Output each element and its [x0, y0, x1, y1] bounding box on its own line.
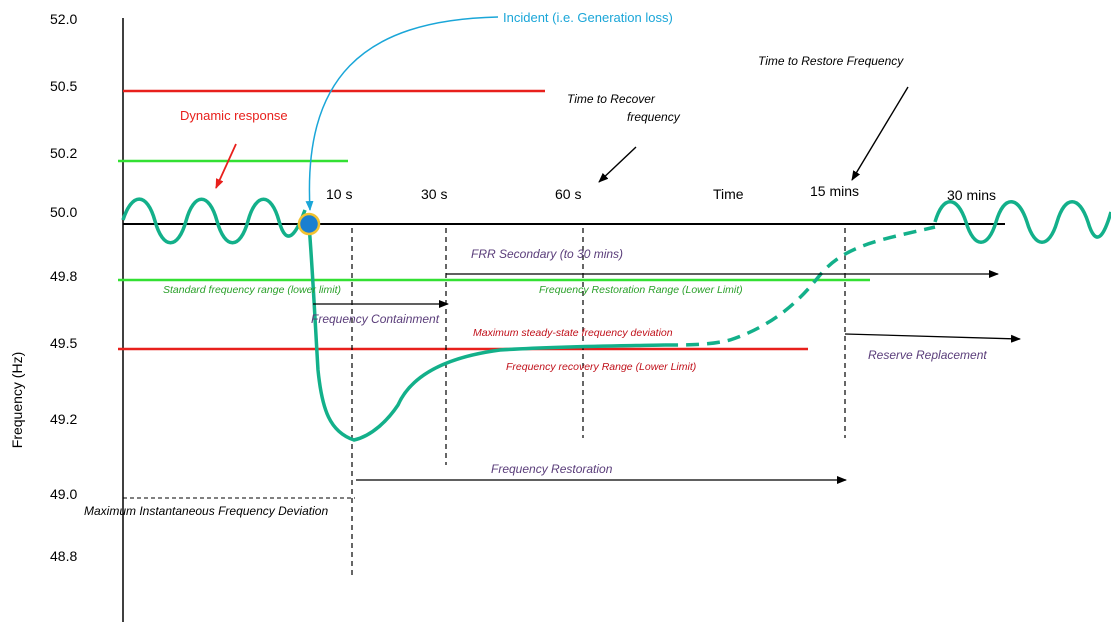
y-tick-48-8: 48.8	[50, 548, 77, 564]
dynamic-response-arrow	[215, 143, 237, 189]
y-tick-49-0: 49.0	[50, 486, 77, 502]
y-tick-50-2: 50.2	[50, 145, 77, 161]
reserve-replacement-arrow	[844, 333, 1021, 343]
recovery-range-label: Frequency recovery Range (Lower Limit)	[506, 361, 696, 373]
pre-incident-oscillation	[121, 197, 307, 245]
restoration-range-label: Frequency Restoration Range (Lower Limit…	[539, 284, 743, 296]
y-tick-50-0: 50.0	[50, 204, 77, 220]
reserve-replacement-label: Reserve Replacement	[868, 348, 987, 362]
time-label-10s: 10 s	[326, 186, 352, 202]
y-tick-49-8: 49.8	[50, 268, 77, 284]
restoration-dashed-curve	[664, 225, 936, 347]
standard-range-label: Standard frequency range (lower limit)	[163, 284, 341, 296]
dynamic-response-label: Dynamic response	[180, 108, 288, 123]
time-label-30s: 30 s	[421, 186, 447, 202]
max-steady-state-label: Maximum steady-state frequency deviation	[473, 327, 673, 339]
y-tick-49-2: 49.2	[50, 411, 77, 427]
time-label-time: Time	[713, 186, 744, 202]
time-to-restore-arrow	[851, 86, 909, 181]
time-label-30mins: 30 mins	[947, 187, 996, 203]
time-to-recover-arrow	[598, 146, 637, 183]
max-instantaneous-label: Maximum Instantaneous Frequency Deviatio…	[84, 504, 328, 518]
time-to-restore-label: Time to Restore Frequency	[758, 54, 904, 68]
incident-point	[297, 212, 321, 236]
frequency-dip-curve	[307, 224, 666, 442]
y-tick-49-5: 49.5	[50, 335, 77, 351]
incident-label: Incident (i.e. Generation loss)	[503, 10, 673, 25]
post-restoration-oscillation	[933, 200, 1111, 244]
y-tick-52-0: 52.0	[50, 11, 77, 27]
frr-secondary-label: FRR Secondary (to 30 mins)	[471, 247, 623, 261]
incident-arrow	[305, 16, 499, 211]
time-to-recover-line2: frequency	[627, 110, 681, 124]
time-label-60s: 60 s	[555, 186, 581, 202]
time-to-recover-line1: Time to Recover	[567, 92, 656, 106]
time-label-15mins: 15 mins	[810, 183, 859, 199]
y-tick-50-5: 50.5	[50, 78, 77, 94]
containment-label: Frequency Containment	[311, 312, 440, 326]
frequency-restoration-label: Frequency Restoration	[491, 462, 613, 476]
y-axis-label: Frequency (Hz)	[9, 352, 25, 448]
